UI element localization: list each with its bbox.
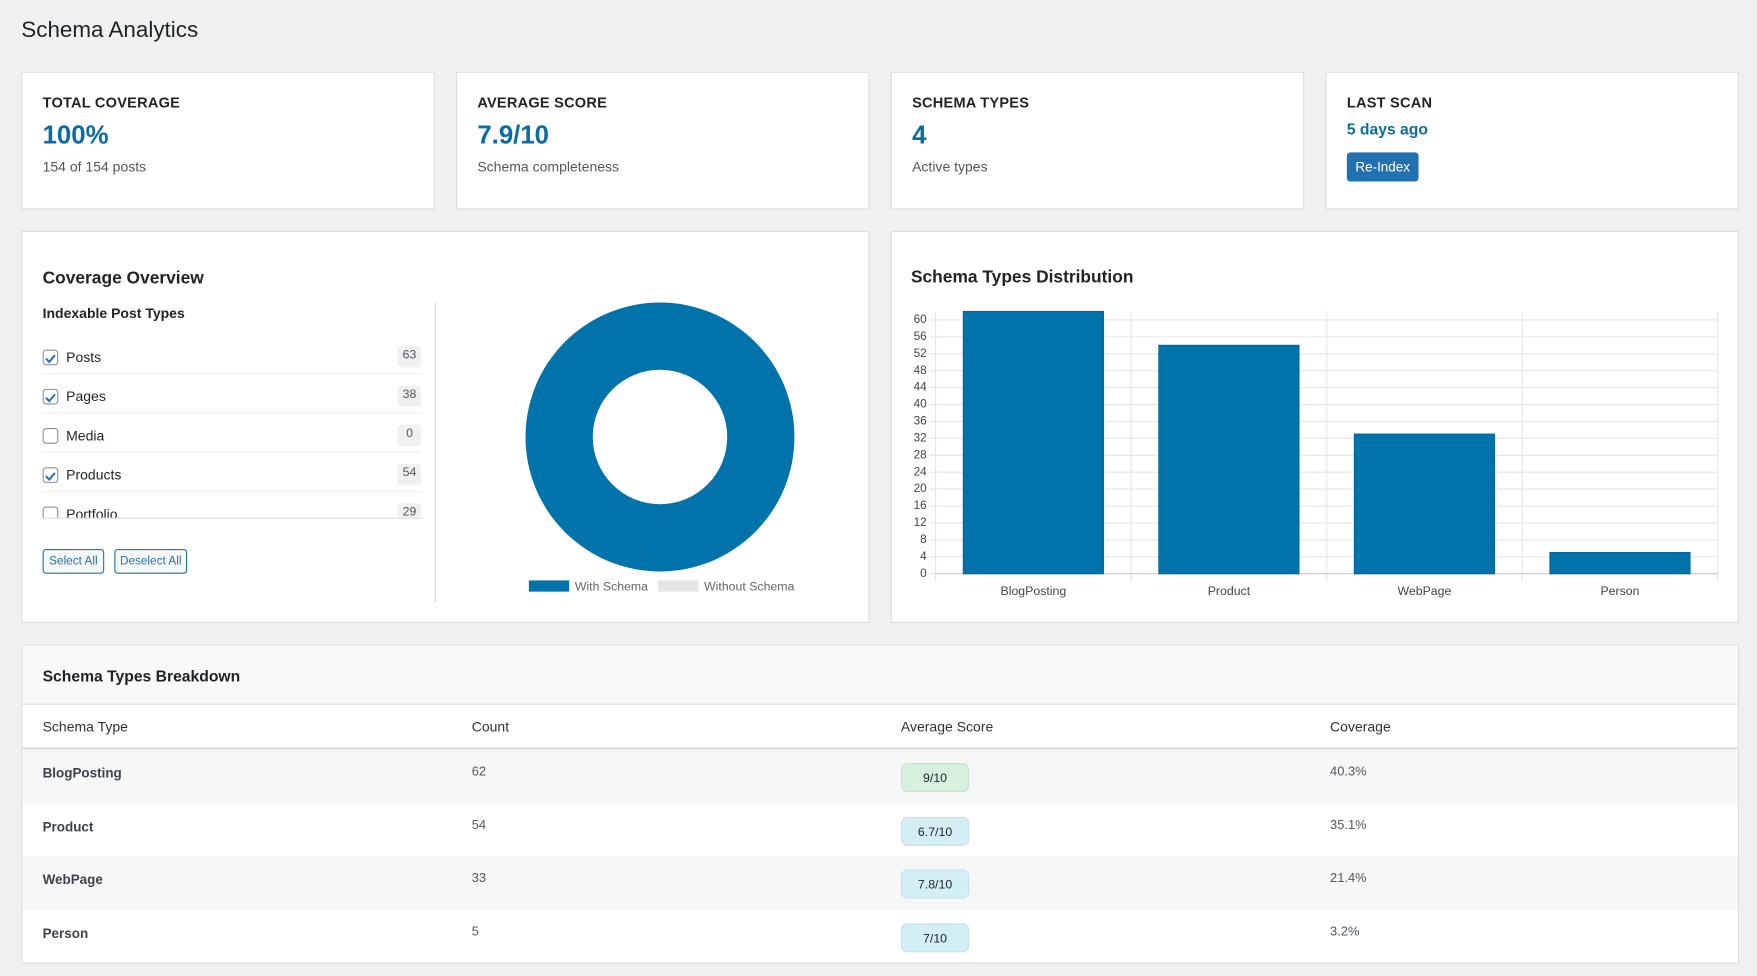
stat-note: Schema completeness bbox=[477, 159, 620, 175]
post-type-count: 54 bbox=[397, 463, 422, 486]
list-button[interactable]: Select All bbox=[42, 549, 105, 574]
post-type-count: 0 bbox=[397, 424, 422, 446]
checkbox[interactable] bbox=[42, 428, 59, 444]
cell-count: 54 bbox=[471, 818, 487, 833]
bar-panel bbox=[890, 230, 1740, 623]
cell-coverage: 40.3% bbox=[1330, 765, 1367, 779]
cell-count: 62 bbox=[471, 765, 487, 779]
breakdown-panel: Schema Types Breakdown Schema Type Count Av… bbox=[21, 644, 1740, 964]
checkbox[interactable] bbox=[42, 388, 59, 405]
score-badge: 7/10 bbox=[900, 923, 970, 953]
post-type-count: 29 bbox=[397, 503, 422, 518]
cell-coverage: 35.1% bbox=[1330, 818, 1367, 833]
coverage-panel: Coverage Overview Indexable Post Types Pos… bbox=[21, 230, 870, 623]
column-header: Coverage bbox=[1330, 719, 1391, 736]
stat-label: SCHEMA TYPES bbox=[912, 94, 1030, 111]
page-title: Schema Analytics bbox=[21, 17, 199, 43]
stat-label: TOTAL COVERAGE bbox=[42, 94, 181, 111]
post-type-list: Posts 63 Pages 38 Media 0 Products 54 Portfolio 2… bbox=[42, 335, 422, 519]
table-row: Product 54 6.7/10 35.1% bbox=[22, 803, 1738, 857]
checkbox[interactable] bbox=[42, 349, 59, 366]
divider bbox=[434, 302, 436, 603]
score-badge: 9/10 bbox=[900, 763, 970, 793]
stat-label: LAST SCAN bbox=[1346, 94, 1433, 111]
stat-card: SCHEMA TYPES 4 Active types bbox=[890, 71, 1305, 210]
check-icon bbox=[45, 393, 56, 403]
stat-note: 154 of 154 posts bbox=[42, 159, 147, 175]
cell-type: BlogPosting bbox=[42, 765, 122, 781]
cell-count: 5 bbox=[471, 925, 479, 940]
stat-value: 5 days ago bbox=[1346, 119, 1428, 138]
column-header: Count bbox=[471, 719, 510, 736]
checkbox[interactable] bbox=[42, 506, 59, 518]
score-badge: 7.8/10 bbox=[900, 869, 970, 900]
check-icon bbox=[45, 472, 56, 482]
post-type-name: Media bbox=[66, 428, 105, 444]
cell-type: Product bbox=[42, 818, 94, 835]
table-row: Person 5 7/10 3.2% bbox=[22, 909, 1738, 963]
post-type-count: 38 bbox=[397, 385, 422, 407]
panel-title: Coverage Overview bbox=[42, 268, 204, 288]
table-row: BlogPosting 62 9/10 40.3% bbox=[22, 749, 1738, 804]
stat-card: LAST SCAN 5 days ago Re-Index bbox=[1325, 71, 1740, 210]
cell-coverage: 21.4% bbox=[1330, 872, 1367, 886]
stat-card: AVERAGE SCORE 7.9/10 Schema completeness bbox=[456, 71, 870, 210]
checkbox[interactable] bbox=[42, 467, 59, 483]
post-type-row: Posts 63 bbox=[42, 335, 422, 375]
stat-value: 100% bbox=[42, 119, 109, 150]
post-type-name: Pages bbox=[66, 388, 106, 405]
stat-note: Active types bbox=[912, 159, 988, 175]
cell-coverage: 3.2% bbox=[1330, 925, 1360, 940]
check-icon bbox=[45, 354, 56, 364]
reindex-button[interactable]: Re-Index bbox=[1346, 152, 1419, 182]
post-type-row: Media 0 bbox=[42, 413, 422, 453]
post-type-row: Portfolio 29 bbox=[42, 492, 422, 519]
panel-title: Schema Types Breakdown bbox=[42, 666, 241, 685]
stat-value: 4 bbox=[912, 119, 927, 150]
post-type-count: 63 bbox=[397, 346, 422, 368]
cell-type: WebPage bbox=[42, 872, 103, 888]
stat-card: TOTAL COVERAGE 100% 154 of 154 posts bbox=[21, 71, 435, 210]
panel-subtitle: Indexable Post Types bbox=[42, 305, 185, 322]
list-button[interactable]: Deselect All bbox=[114, 549, 188, 574]
post-type-name: Posts bbox=[66, 349, 102, 366]
cell-type: Person bbox=[42, 925, 89, 942]
table-row: WebPage 33 7.8/10 21.4% bbox=[22, 856, 1738, 910]
table-header-bar bbox=[22, 645, 1738, 705]
header-rule bbox=[22, 747, 1738, 750]
stat-value: 7.9/10 bbox=[477, 119, 549, 150]
score-badge: 6.7/10 bbox=[900, 816, 970, 846]
post-type-row: Products 54 bbox=[42, 453, 422, 492]
column-header: Schema Type bbox=[42, 719, 128, 736]
post-type-name: Portfolio bbox=[66, 506, 118, 519]
cell-count: 33 bbox=[471, 872, 487, 886]
stat-label: AVERAGE SCORE bbox=[477, 94, 608, 111]
column-header: Average Score bbox=[900, 719, 994, 736]
post-type-name: Products bbox=[66, 467, 122, 483]
post-type-row: Pages 38 bbox=[42, 374, 422, 414]
